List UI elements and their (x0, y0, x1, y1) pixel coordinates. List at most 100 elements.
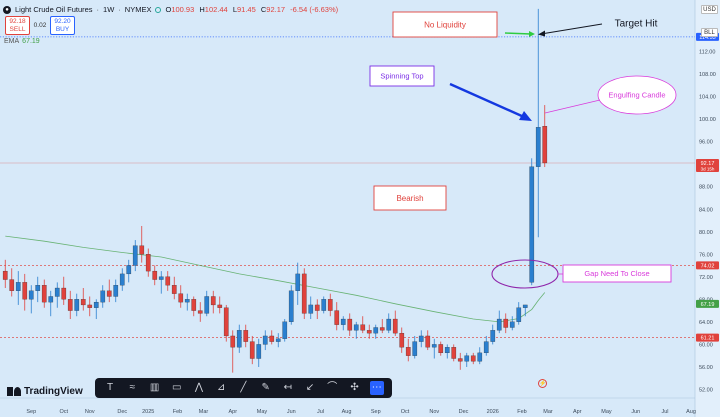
y-tick-label: 108.00 (699, 72, 716, 78)
candle-body (295, 273, 301, 291)
candle-body (158, 276, 164, 280)
zigzag-tool-icon[interactable]: ⋀ (194, 382, 204, 393)
candle-body (477, 352, 483, 362)
curve-tool-icon[interactable]: ⌒ (327, 382, 338, 393)
sell-button[interactable]: 92.18 SELL (5, 16, 30, 35)
x-tick-label: Dec (117, 409, 127, 415)
x-tick-label: Feb (173, 409, 182, 415)
candle-body (399, 333, 405, 348)
candle-body (93, 301, 99, 308)
x-tick-label: Dec (459, 409, 469, 415)
interval-label[interactable]: 1W (103, 5, 115, 14)
spread-value: 0.02 (33, 22, 47, 29)
price-level-label: 114.53 (699, 35, 715, 41)
candle-body (288, 290, 294, 322)
candle-body (457, 358, 463, 362)
unit-selector[interactable]: BLL (701, 28, 718, 37)
engulfing-candle-callout (597, 75, 677, 115)
candle-body (470, 355, 476, 362)
horizontal-ray-tool-icon[interactable]: ↤ (283, 382, 293, 393)
candle-body (269, 335, 275, 342)
currency-selector[interactable]: USD (701, 5, 718, 14)
text-tool-icon[interactable]: T (107, 382, 114, 393)
candle-body (496, 318, 502, 331)
candle-body (464, 355, 470, 362)
price-level-label: 74.02 (701, 263, 715, 269)
market-status-icon (155, 6, 162, 13)
x-tick-label: Apr (573, 409, 582, 415)
bearish-callout (373, 185, 447, 211)
pen-tool-icon[interactable]: ✎ (261, 382, 270, 393)
candle-body (28, 290, 34, 300)
candle-body (366, 330, 372, 334)
event-flash-icon[interactable]: ⚡ (538, 379, 547, 388)
candle-body (119, 273, 125, 286)
candle-body (418, 335, 424, 342)
price-level-tag (696, 158, 719, 172)
candle-body (353, 324, 359, 331)
candle-body (275, 338, 281, 342)
x-tick-label: Sep (371, 409, 381, 415)
candle-body (145, 254, 151, 272)
bearish-label: Bearish (396, 194, 423, 203)
price-level-countdown: 3d 15h (701, 166, 715, 171)
y-tick-label: 60.00 (699, 343, 713, 349)
y-tick-label: 76.00 (699, 252, 713, 258)
x-tick-label: Aug (342, 409, 352, 415)
candle-body (35, 285, 41, 291)
candle-body (425, 335, 431, 348)
rectangle-tool-icon[interactable]: ▭ (172, 382, 182, 393)
target-hit-arrowhead (538, 30, 545, 37)
x-tick-label: Oct (401, 409, 410, 415)
ema-legend[interactable]: EMA 67.19 (4, 38, 40, 45)
trendline-tool-icon[interactable]: ╱ (240, 382, 247, 393)
candle-body (197, 310, 203, 314)
x-tick-label: Nov (85, 409, 95, 415)
symbol-name[interactable]: Light Crude Oil Futures (15, 5, 93, 14)
candle-body (444, 347, 450, 354)
no-liquidity-arrow (504, 32, 532, 35)
candle-body (126, 265, 132, 275)
price-level-label: 92.17 (701, 161, 715, 167)
cursor-tool-icon[interactable]: ✣ (350, 382, 359, 393)
price-axis (695, 0, 720, 417)
x-tick-label: Feb (517, 409, 526, 415)
brush-tool-icon[interactable]: ≈ (129, 382, 136, 393)
more-tool-icon[interactable]: ⋯ (369, 381, 384, 395)
candle-body (516, 307, 522, 322)
x-tick-label: 2026 (487, 409, 499, 415)
candle-body (431, 344, 437, 348)
gap-need-to-close-callout (562, 264, 672, 283)
candle-body (327, 299, 333, 311)
target-hit-label: Target Hit (615, 19, 658, 30)
tradingview-logo-icon (7, 387, 21, 396)
pattern-tool-icon[interactable]: ▥ (149, 382, 160, 393)
candle-body (184, 299, 190, 303)
ohlc-values: O100.93 H102.44 L91.45 C92.17 -6.54 (-6.… (165, 5, 339, 14)
candle-body (483, 341, 489, 354)
candle-body (171, 285, 177, 294)
buy-button[interactable]: 92.20 BUY (50, 16, 75, 35)
arrow-tool-icon[interactable]: ↙ (305, 382, 315, 393)
candle-body (67, 299, 73, 311)
ema-label: EMA (4, 38, 20, 45)
candle-body (236, 330, 242, 348)
y-tick-label: 56.00 (699, 365, 713, 371)
candle-body (152, 270, 158, 280)
candle-body (223, 307, 229, 337)
buy-price: 92.20 (54, 18, 71, 25)
measure-tool-icon[interactable]: ⊿ (217, 382, 226, 393)
candle-body (132, 245, 138, 266)
no-liquidity-arrowhead (529, 31, 535, 37)
candle-body (210, 296, 216, 306)
engulfing-pointer (544, 99, 601, 114)
x-tick-label: Aug (686, 409, 696, 415)
sell-label: SELL (9, 26, 26, 33)
candle-body (80, 299, 86, 306)
tradingview-logo[interactable]: TradingView (7, 386, 83, 397)
candle-body (542, 126, 548, 164)
tradingview-logo-text: TradingView (24, 386, 83, 397)
x-tick-label: Jun (631, 409, 640, 415)
